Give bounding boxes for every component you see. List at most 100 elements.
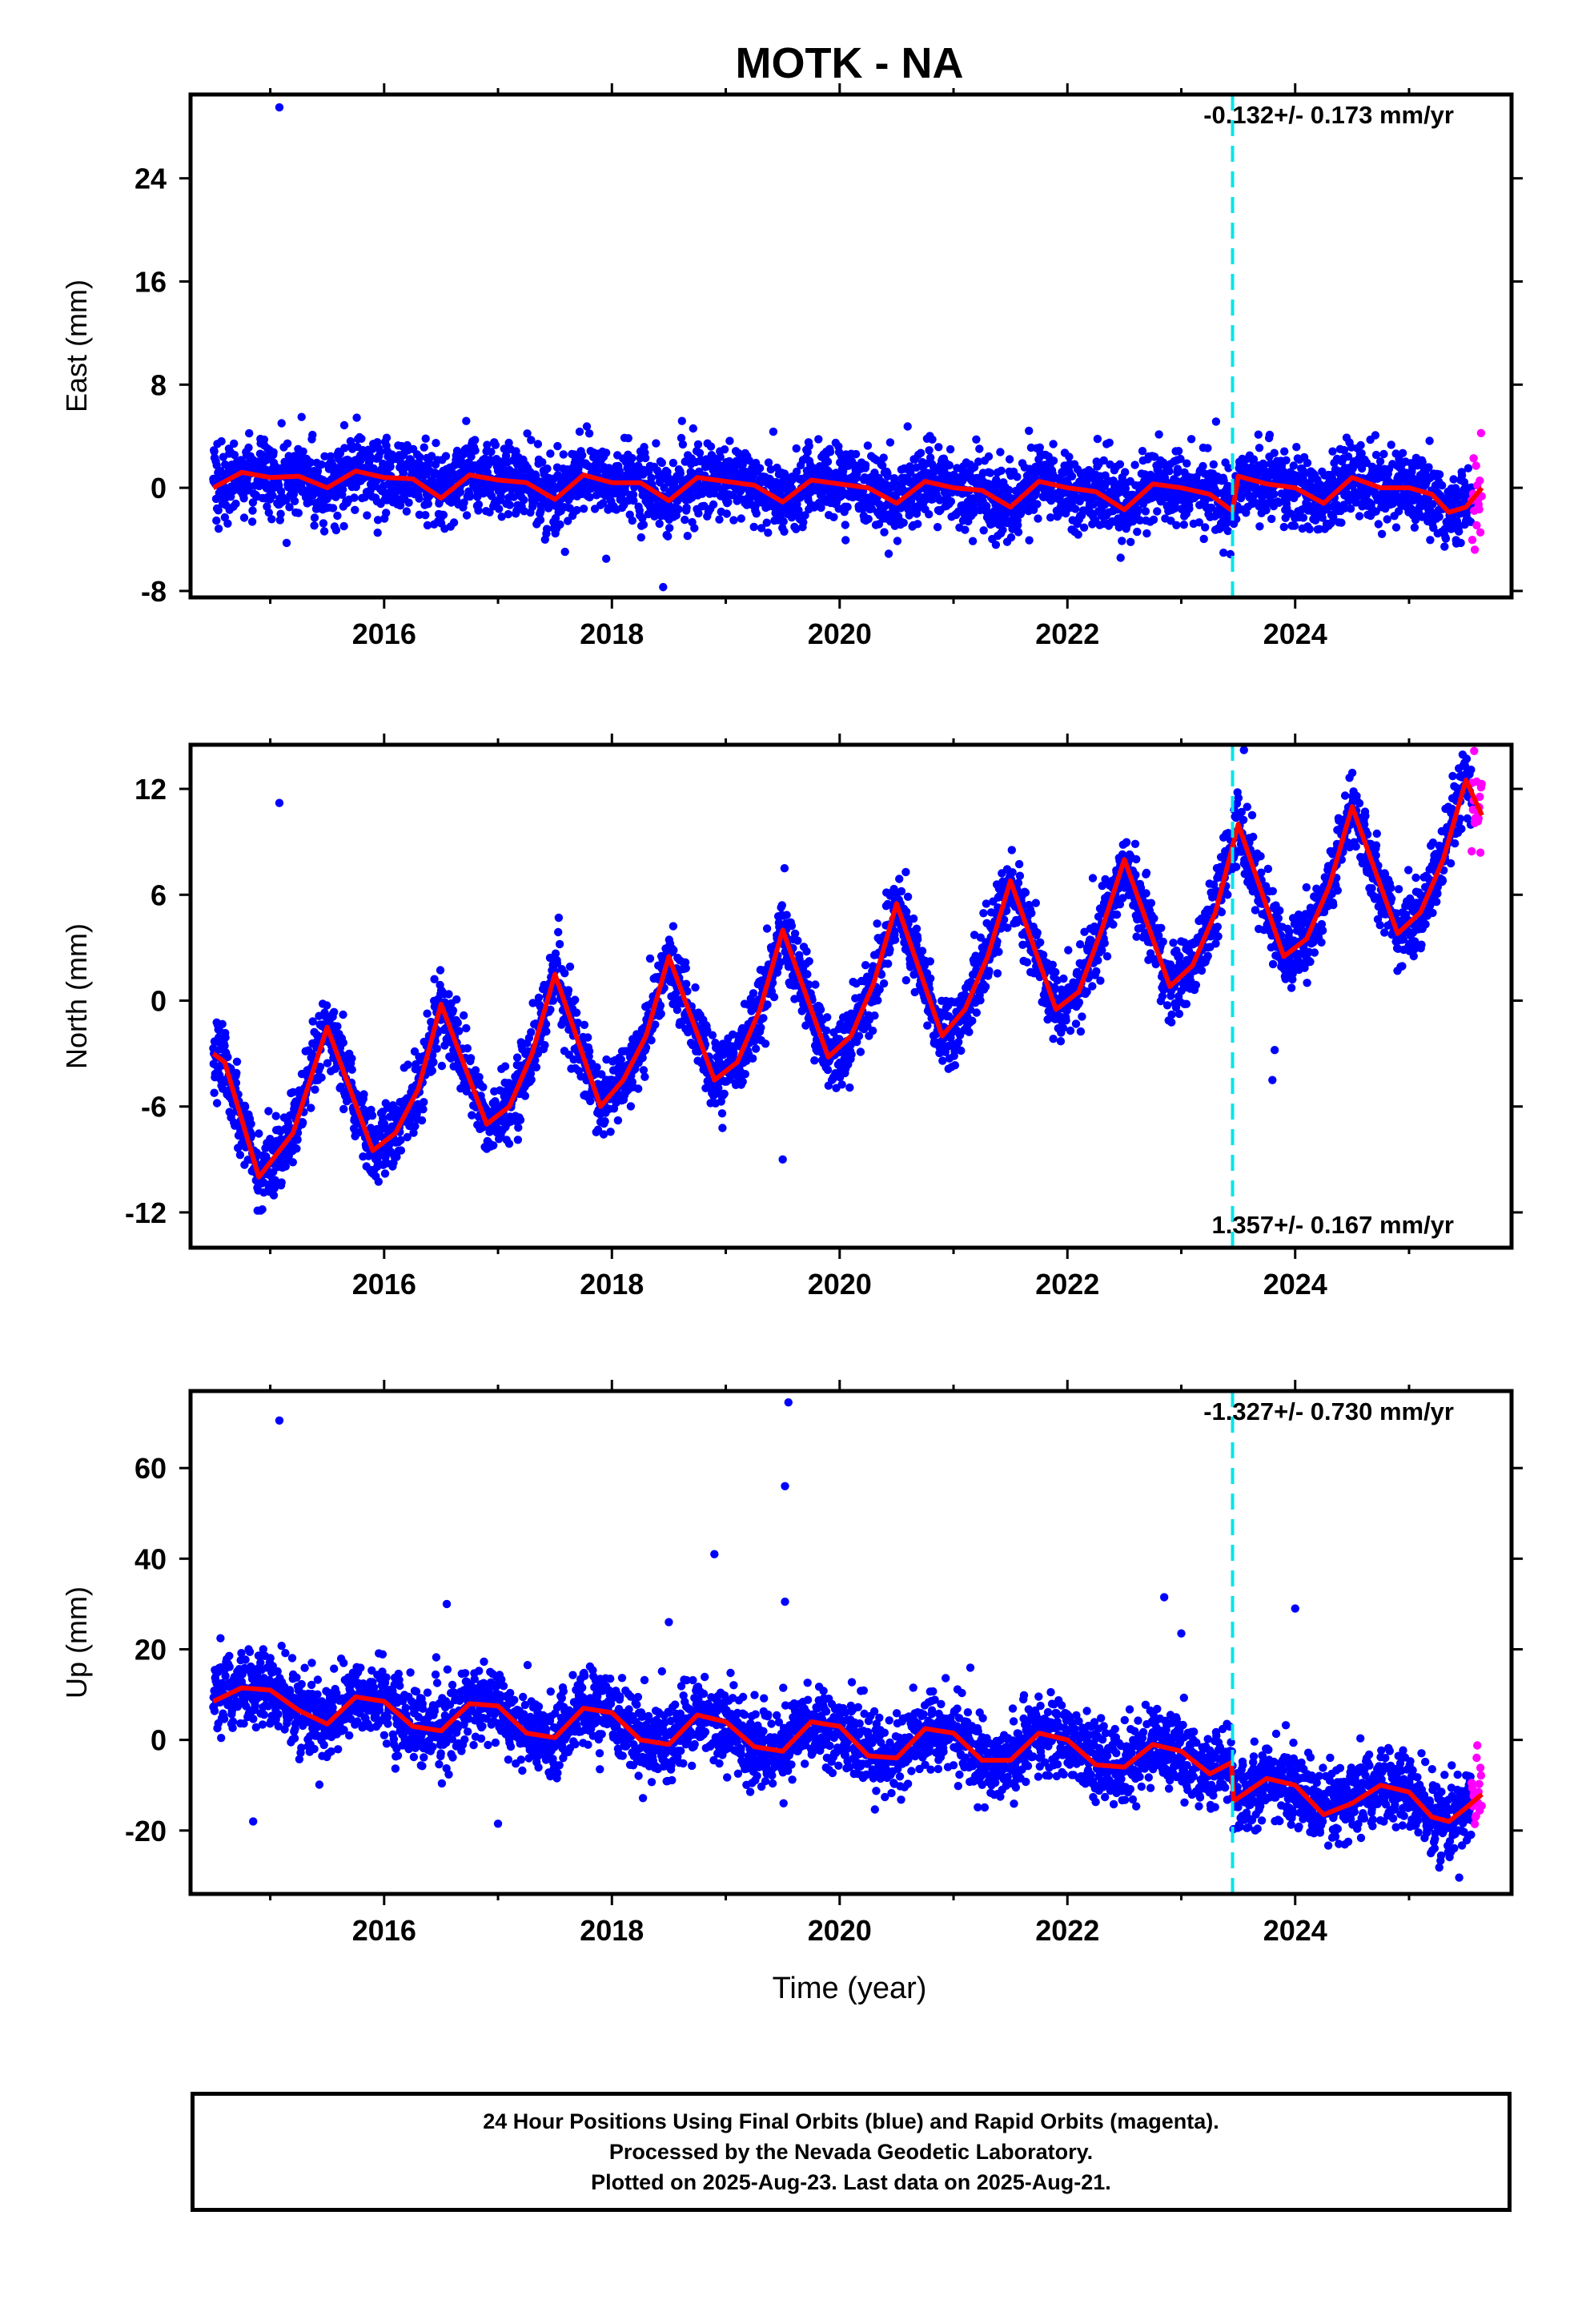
data-point: [1305, 525, 1314, 533]
data-point: [306, 458, 315, 467]
data-point: [991, 541, 1001, 549]
data-point: [883, 472, 893, 480]
data-point: [247, 1120, 255, 1128]
data-point: [504, 438, 513, 448]
data-point: [1033, 500, 1042, 509]
data-point: [749, 522, 758, 532]
data-point: [277, 1178, 286, 1187]
data-point: [218, 1019, 227, 1029]
data-point: [823, 457, 833, 466]
data-point: [540, 1040, 549, 1050]
x-tick-label: 2024: [1263, 617, 1327, 650]
data-point: [639, 521, 648, 529]
data-point: [906, 468, 915, 477]
data-point: [436, 966, 445, 975]
data-point: [1121, 468, 1130, 476]
data-point: [554, 913, 564, 923]
data-point: [282, 538, 291, 548]
data-point: [681, 515, 689, 525]
data-point: [543, 464, 552, 473]
data-point: [829, 513, 838, 521]
data-point: [864, 514, 873, 524]
data-point: [700, 501, 709, 510]
data-point: [913, 520, 922, 529]
data-point: [1440, 542, 1449, 551]
data-point: [352, 413, 361, 422]
data-point: [1149, 515, 1158, 525]
data-point: [1337, 518, 1346, 527]
data-point: [230, 450, 239, 460]
data-point: [338, 485, 347, 494]
data-point: [655, 519, 664, 529]
data-point: [1254, 430, 1263, 439]
data-point: [523, 429, 532, 438]
data-point: [825, 448, 835, 456]
data-point: [255, 1129, 263, 1138]
rapid-point: [1469, 454, 1478, 463]
data-point: [258, 1205, 267, 1214]
data-point: [628, 453, 636, 463]
x-tick-label: 2020: [808, 617, 872, 650]
data-point: [331, 525, 341, 535]
data-point: [1441, 534, 1451, 543]
data-point: [780, 527, 789, 536]
data-point: [363, 511, 371, 520]
data-point: [737, 514, 745, 523]
data-point: [463, 1043, 472, 1053]
data-point: [462, 511, 472, 520]
data-point: [1176, 454, 1185, 464]
data-point: [578, 451, 587, 460]
data-point: [532, 1063, 541, 1072]
y-tick-label: 16: [135, 265, 167, 298]
x-tick-label: 2022: [1035, 617, 1099, 650]
data-point: [1153, 507, 1162, 516]
data-point: [647, 473, 656, 482]
data-point: [1106, 460, 1114, 469]
data-point: [851, 449, 861, 459]
data-point: [1182, 459, 1191, 468]
data-point: [1185, 505, 1194, 513]
data-point: [212, 516, 221, 525]
data-point: [1435, 513, 1443, 521]
data-point: [212, 1099, 222, 1108]
data-point: [308, 430, 317, 440]
data-point: [1262, 505, 1271, 515]
final-orbit-points: [209, 103, 1476, 592]
data-point: [285, 503, 294, 512]
data-point: [241, 1102, 250, 1112]
data-point: [323, 1001, 331, 1010]
data-point: [491, 440, 500, 449]
data-point: [399, 468, 408, 477]
data-point: [906, 497, 916, 505]
data-point: [1115, 460, 1125, 468]
data-point: [347, 1054, 356, 1063]
plot-area: [209, 745, 1486, 1248]
data-point: [933, 523, 942, 532]
data-point: [1046, 513, 1055, 522]
data-point: [382, 509, 391, 517]
data-point: [1141, 507, 1150, 516]
data-point: [1303, 458, 1312, 468]
data-point: [593, 467, 602, 476]
data-point: [339, 420, 349, 430]
data-point: [239, 494, 248, 503]
data-point: [333, 511, 342, 521]
data-point: [615, 467, 624, 476]
data-point: [996, 448, 1005, 456]
data-point: [432, 439, 440, 448]
data-point: [1346, 505, 1355, 513]
data-point: [1377, 529, 1387, 538]
data-point: [235, 1151, 245, 1160]
data-point: [396, 1146, 406, 1155]
data-point: [432, 1044, 441, 1053]
data-point: [297, 412, 306, 421]
data-point: [1014, 528, 1023, 537]
data-point: [455, 1027, 464, 1035]
data-point: [925, 446, 934, 455]
data-point: [305, 497, 314, 506]
data-point: [269, 448, 278, 456]
data-point: [720, 445, 729, 454]
data-point: [271, 1112, 280, 1120]
data-point: [624, 434, 632, 443]
data-point: [1049, 440, 1058, 448]
